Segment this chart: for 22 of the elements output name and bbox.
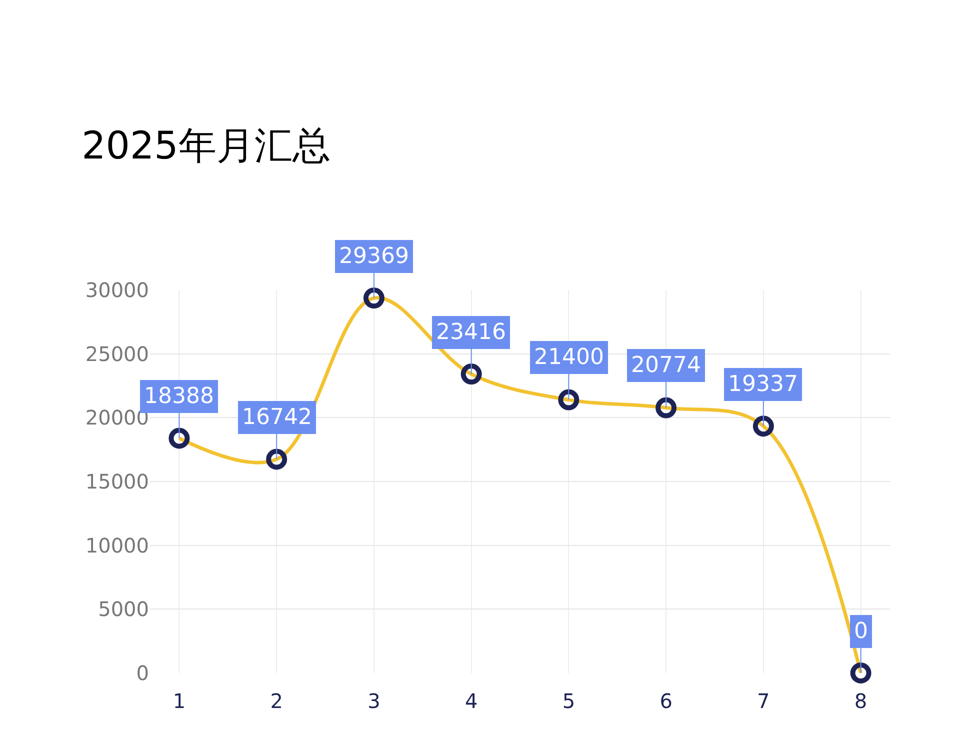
x-tick-label: 2 xyxy=(270,689,283,713)
y-tick-label: 15000 xyxy=(85,470,149,494)
x-tick-label: 1 xyxy=(172,689,186,713)
y-tick-label: 30000 xyxy=(85,278,149,302)
data-label: 21400 xyxy=(534,345,604,370)
data-label: 19337 xyxy=(728,372,798,397)
x-tick-label: 8 xyxy=(854,689,868,713)
data-label: 23416 xyxy=(436,320,506,345)
y-tick-label: 5000 xyxy=(98,597,149,622)
x-tick-label: 4 xyxy=(464,689,478,713)
x-tick-label: 3 xyxy=(368,689,380,713)
x-tick-label: 5 xyxy=(562,689,576,713)
y-tick-label: 10000 xyxy=(85,533,149,558)
x-tick-label: 7 xyxy=(757,689,770,713)
y-tick-label: 25000 xyxy=(85,342,149,366)
data-label: 20774 xyxy=(631,353,701,378)
chart-title: 2025年月汇总 xyxy=(82,124,330,168)
y-tick-label: 0 xyxy=(136,661,149,685)
data-label: 16742 xyxy=(242,405,312,430)
x-tick-label: 6 xyxy=(660,689,672,713)
data-label: 29369 xyxy=(339,244,409,269)
data-label: 0 xyxy=(854,619,868,644)
